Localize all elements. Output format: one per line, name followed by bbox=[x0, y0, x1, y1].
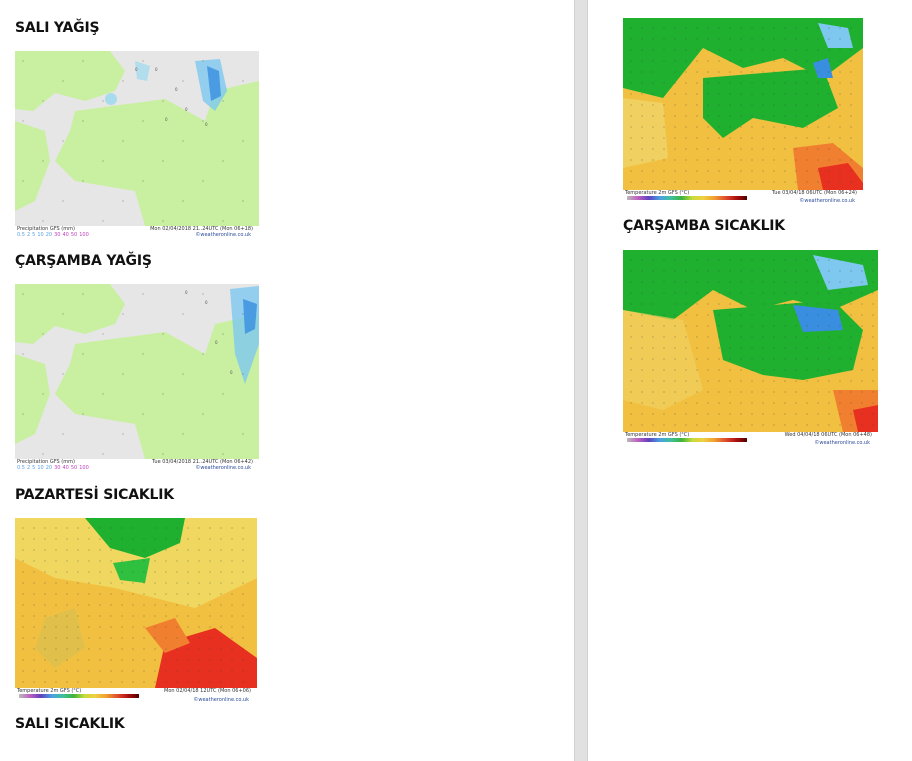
heading-sali-sicaklik: SALI SICAKLIK bbox=[15, 716, 125, 732]
svg-text:0: 0 bbox=[185, 107, 188, 112]
temp-mon-legend-bar bbox=[19, 694, 139, 698]
heading-carsamba-sicaklik: ÇARŞAMBA SICAKLIK bbox=[623, 218, 785, 234]
temp-map-wednesday-image bbox=[623, 250, 878, 432]
precip-tue-credit: ©weatheronline.co.uk bbox=[195, 232, 251, 238]
svg-text:0: 0 bbox=[185, 290, 188, 295]
precip-tue-scale: 0.5 2 5 10 20 30 40 50 100 bbox=[17, 232, 89, 238]
temp-mon-title: Temperature 2m GFS (°C) bbox=[17, 688, 82, 694]
temp-tue-legend-bar bbox=[627, 196, 747, 200]
temp-map-monday-image bbox=[15, 518, 257, 688]
temp-wed-credit: ©weatheronline.co.uk bbox=[814, 440, 870, 446]
document-page-left: SALI YAĞIŞ 0 0 0 0 0 0 Precipitation GFS (mm… bbox=[15, 20, 259, 732]
grid-value-marks bbox=[630, 259, 874, 426]
svg-text:0: 0 bbox=[215, 340, 218, 345]
grid-value-marks bbox=[22, 60, 244, 222]
heading-sali-yagis: SALI YAĞIŞ bbox=[15, 20, 100, 36]
temp-wed-title: Temperature 2m GFS (°C) bbox=[625, 432, 690, 438]
temp-mon-credit: ©weatheronline.co.uk bbox=[193, 697, 249, 703]
heading-carsamba-yagis: ÇARŞAMBA YAĞIŞ bbox=[15, 253, 152, 269]
svg-text:0: 0 bbox=[135, 67, 138, 72]
svg-text:0: 0 bbox=[205, 300, 208, 305]
temp-map-tuesday: Temperature 2m GFS (°C) Tue 03/04/18 06U… bbox=[623, 18, 863, 206]
precip-wed-credit: ©weatheronline.co.uk bbox=[195, 465, 251, 471]
precip-map-tuesday-image: 0 0 0 0 0 0 bbox=[15, 51, 259, 226]
page-gutter bbox=[574, 0, 588, 761]
precip-tue-time: Mon 02/04/2018 21..24UTC (Mon 06+18) bbox=[150, 226, 253, 232]
precip-wed-time: Tue 03/04/2018 21..24UTC (Mon 06+42) bbox=[152, 459, 253, 465]
document-page-right: Temperature 2m GFS (°C) Tue 03/04/18 06U… bbox=[588, 0, 912, 761]
temp-map-wednesday: Temperature 2m GFS (°C) Wed 04/04/18 06U… bbox=[623, 250, 878, 450]
svg-text:0: 0 bbox=[205, 122, 208, 127]
precip-map-wednesday-image: 0 0 0 0 bbox=[15, 284, 259, 459]
svg-text:0: 0 bbox=[155, 67, 158, 72]
temp-tue-time: Tue 03/04/18 06UTC (Mon 06+24) bbox=[772, 190, 857, 196]
grid-value-marks bbox=[630, 27, 852, 183]
precip-wed-title: Precipitation GFS (mm) bbox=[17, 459, 75, 465]
precip-tue-title: Precipitation GFS (mm) bbox=[17, 226, 75, 232]
svg-text:0: 0 bbox=[230, 370, 233, 375]
grid-value-marks bbox=[22, 293, 244, 455]
temp-map-tuesday-image bbox=[623, 18, 863, 190]
temp-mon-time: Mon 02/04/18 12UTC (Mon 06+06) bbox=[164, 688, 251, 694]
temp-wed-time: Wed 04/04/18 06UTC (Mon 06+48) bbox=[784, 432, 872, 438]
temp-tue-credit: ©weatheronline.co.uk bbox=[799, 198, 855, 204]
heading-pazartesi-sicaklik: PAZARTESİ SICAKLIK bbox=[15, 487, 174, 503]
svg-text:0: 0 bbox=[165, 117, 168, 122]
svg-text:0: 0 bbox=[175, 87, 178, 92]
precip-wed-scale: 0.5 2 5 10 20 30 40 50 100 bbox=[17, 465, 89, 471]
precip-map-tuesday: 0 0 0 0 0 0 Precipitation GFS (mm) Mon 02/04… bbox=[15, 51, 259, 238]
precip-map-wednesday: 0 0 0 0 Precipitation GFS (mm) Tue 03/04/20… bbox=[15, 284, 259, 472]
grid-value-marks bbox=[22, 527, 244, 683]
temp-map-monday: Temperature 2m GFS (°C) Mon 02/04/18 12U… bbox=[15, 518, 257, 705]
temp-wed-legend-bar bbox=[627, 438, 747, 442]
temp-tue-title: Temperature 2m GFS (°C) bbox=[625, 190, 690, 196]
